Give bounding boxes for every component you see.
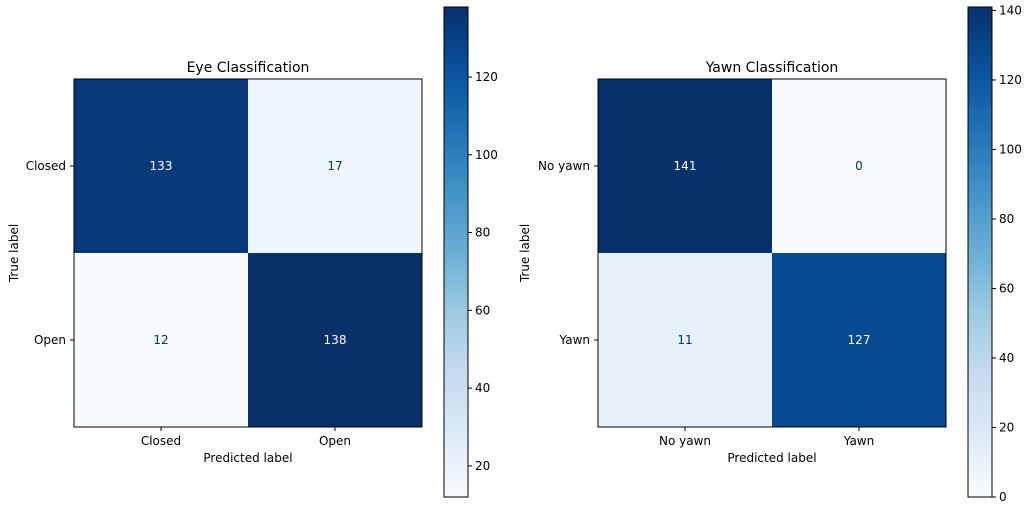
eye-confusion-matrix: Eye Classification 133 17 12 138 Closed Open…: [7, 6, 498, 498]
x-axis-label: Predicted label: [727, 451, 816, 465]
matrix-cell: [74, 79, 248, 253]
y-tick-label: Closed: [26, 159, 66, 173]
x-axis-ticks: No yawn Yawn: [659, 427, 874, 448]
colorbar-tick-label: 60: [475, 303, 490, 317]
x-tick-label: No yawn: [659, 434, 711, 448]
y-axis-label: True label: [518, 224, 532, 283]
cell-value-label: 17: [327, 159, 342, 173]
matrix-cell: [598, 79, 772, 253]
colorbar-frame: [967, 6, 993, 498]
colorbar-tick-label: 40: [475, 381, 490, 395]
chart-title: Eye Classification: [187, 60, 310, 76]
colorbar-tick-label: 140: [999, 3, 1022, 17]
colorbar-tick-label: 20: [999, 420, 1014, 434]
y-axis-label: True label: [7, 224, 21, 283]
colorbar-gradient: [968, 7, 992, 497]
x-axis-ticks: Closed Open: [141, 427, 351, 448]
x-tick-label: Yawn: [843, 434, 874, 448]
chart-title: Yawn Classification: [705, 60, 839, 76]
colorbar: 0 20 40 60 80 100 120 140: [967, 3, 1022, 504]
yawn-confusion-matrix: Yawn Classification 141 0 11 127 No yawn Yaw…: [518, 3, 1022, 504]
colorbar-tick-label: 120: [475, 70, 498, 84]
colorbar-tick-label: 40: [999, 351, 1014, 365]
colorbar-tick-label: 80: [999, 212, 1014, 226]
cell-value-label: 138: [324, 333, 347, 347]
y-tick-label: No yawn: [538, 159, 590, 173]
colorbar-ticks: 20 40 60 80 100 120: [468, 70, 498, 473]
matrix-cell: [248, 79, 422, 253]
x-tick-label: Closed: [141, 434, 181, 448]
colorbar-ticks: 0 20 40 60 80 100 120 140: [992, 3, 1022, 504]
x-axis-label: Predicted label: [203, 451, 292, 465]
cell-value-label: 0: [855, 159, 863, 173]
colorbar-gradient: [444, 7, 468, 497]
matrix-cells: 141 0 11 127: [598, 79, 946, 427]
colorbar-tick-label: 100: [475, 148, 498, 162]
cell-value-label: 141: [674, 159, 697, 173]
cell-value-label: 12: [153, 333, 168, 347]
matrix-cell: [598, 253, 772, 427]
colorbar-frame: [443, 6, 469, 498]
x-tick-label: Open: [319, 434, 351, 448]
y-axis-ticks: No yawn Yawn: [538, 159, 598, 347]
plot-frame: [73, 78, 423, 428]
colorbar-tick-label: 120: [999, 73, 1022, 87]
matrix-cell: [772, 253, 946, 427]
y-tick-label: Open: [34, 333, 66, 347]
colorbar: 20 40 60 80 100 120: [443, 6, 498, 498]
colorbar-tick-label: 0: [999, 490, 1007, 504]
cell-value-label: 133: [150, 159, 173, 173]
cell-value-label: 11: [677, 333, 692, 347]
y-tick-label: Yawn: [559, 333, 590, 347]
colorbar-tick-label: 60: [999, 281, 1014, 295]
colorbar-tick-label: 80: [475, 226, 490, 240]
colorbar-tick-label: 20: [475, 459, 490, 473]
matrix-cell: [772, 79, 946, 253]
plot-frame: [597, 78, 947, 428]
matrix-cells: 133 17 12 138: [74, 79, 422, 427]
matrix-cell: [248, 253, 422, 427]
cell-value-label: 127: [848, 333, 871, 347]
matrix-cell: [74, 253, 248, 427]
y-axis-ticks: Closed Open: [26, 159, 74, 347]
colorbar-tick-label: 100: [999, 142, 1022, 156]
